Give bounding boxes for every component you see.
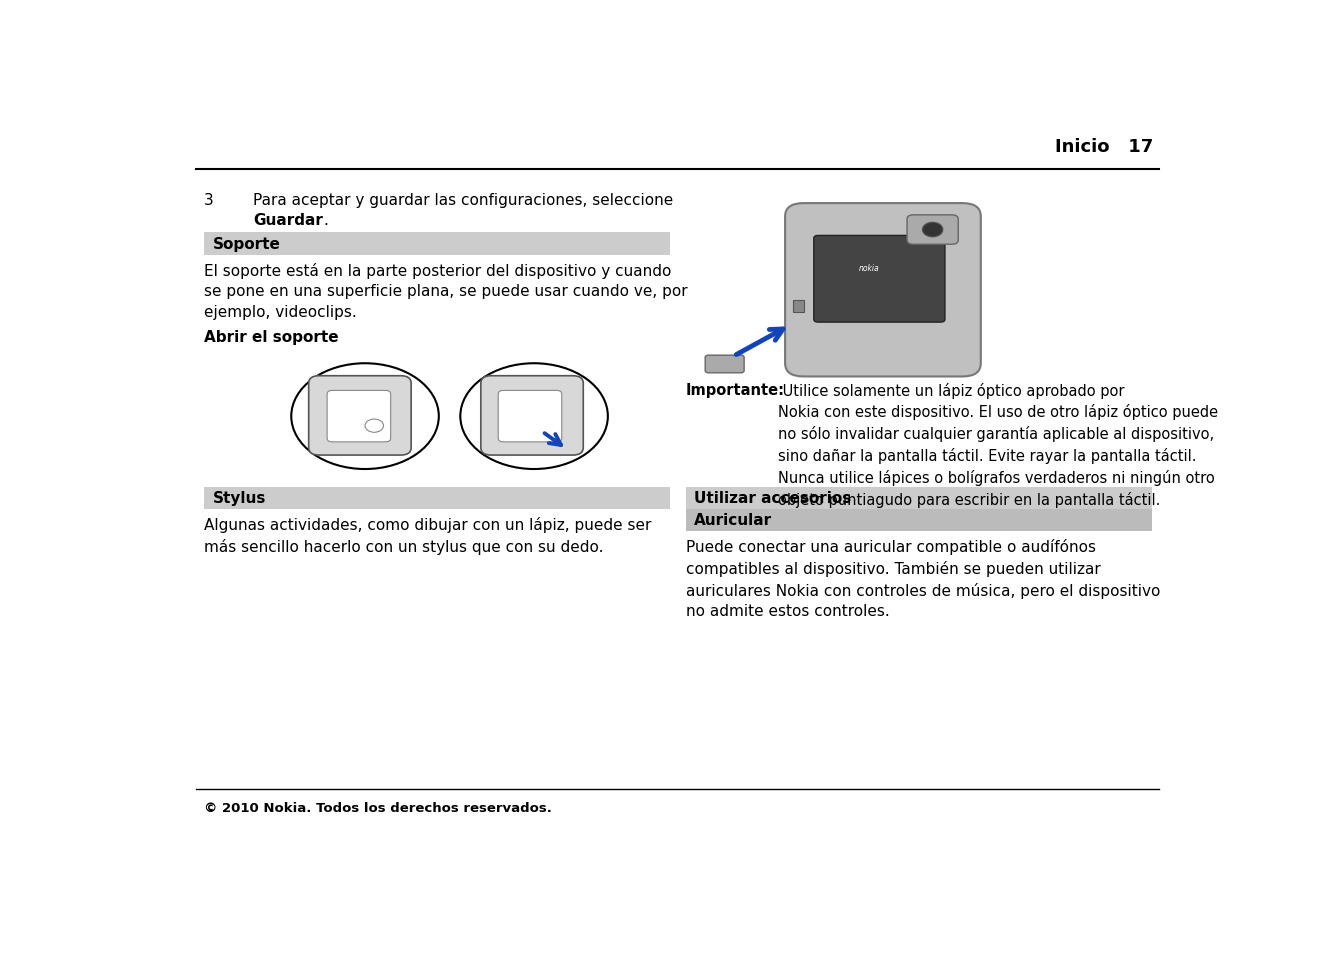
Text: Puede conectar una auricular compatible o audífónos
compatibles al dispositivo. : Puede conectar una auricular compatible … [686, 538, 1161, 618]
Circle shape [365, 419, 383, 433]
Text: 3: 3 [204, 193, 214, 208]
Text: .: . [323, 213, 328, 228]
FancyBboxPatch shape [498, 391, 562, 442]
Text: Soporte: Soporte [213, 236, 280, 252]
Text: Utilizar accesorios: Utilizar accesorios [694, 491, 851, 506]
Text: Abrir el soporte: Abrir el soporte [204, 330, 338, 345]
FancyBboxPatch shape [686, 487, 1151, 509]
FancyBboxPatch shape [793, 301, 804, 313]
FancyBboxPatch shape [204, 233, 670, 255]
FancyBboxPatch shape [705, 355, 744, 374]
FancyBboxPatch shape [481, 376, 583, 456]
Text: Utilice solamente un lápiz óptico aprobado por
Nokia con este dispositivo. El us: Utilice solamente un lápiz óptico aproba… [777, 382, 1218, 507]
Circle shape [291, 364, 439, 470]
FancyBboxPatch shape [907, 215, 958, 245]
Text: nokia: nokia [859, 264, 879, 273]
FancyBboxPatch shape [814, 236, 945, 323]
Text: Stylus: Stylus [213, 491, 266, 506]
Text: Algunas actividades, como dibujar con un lápiz, puede ser
más sencillo hacerlo c: Algunas actividades, como dibujar con un… [204, 517, 652, 555]
FancyBboxPatch shape [785, 204, 981, 377]
Text: Importante:: Importante: [686, 382, 785, 397]
Text: Para aceptar y guardar las configuraciones, seleccione: Para aceptar y guardar las configuracion… [254, 193, 674, 208]
Circle shape [923, 223, 943, 237]
Text: Guardar: Guardar [254, 213, 324, 228]
FancyBboxPatch shape [686, 509, 1151, 531]
Text: © 2010 Nokia. Todos los derechos reservados.: © 2010 Nokia. Todos los derechos reserva… [204, 801, 553, 814]
FancyBboxPatch shape [327, 391, 391, 442]
FancyBboxPatch shape [204, 487, 670, 509]
Text: El soporte está en la parte posterior del dispositivo y cuando
se pone en una su: El soporte está en la parte posterior de… [204, 263, 687, 319]
FancyBboxPatch shape [309, 376, 411, 456]
Text: Auricular: Auricular [694, 513, 772, 528]
Text: Inicio   17: Inicio 17 [1055, 137, 1153, 155]
Circle shape [460, 364, 608, 470]
